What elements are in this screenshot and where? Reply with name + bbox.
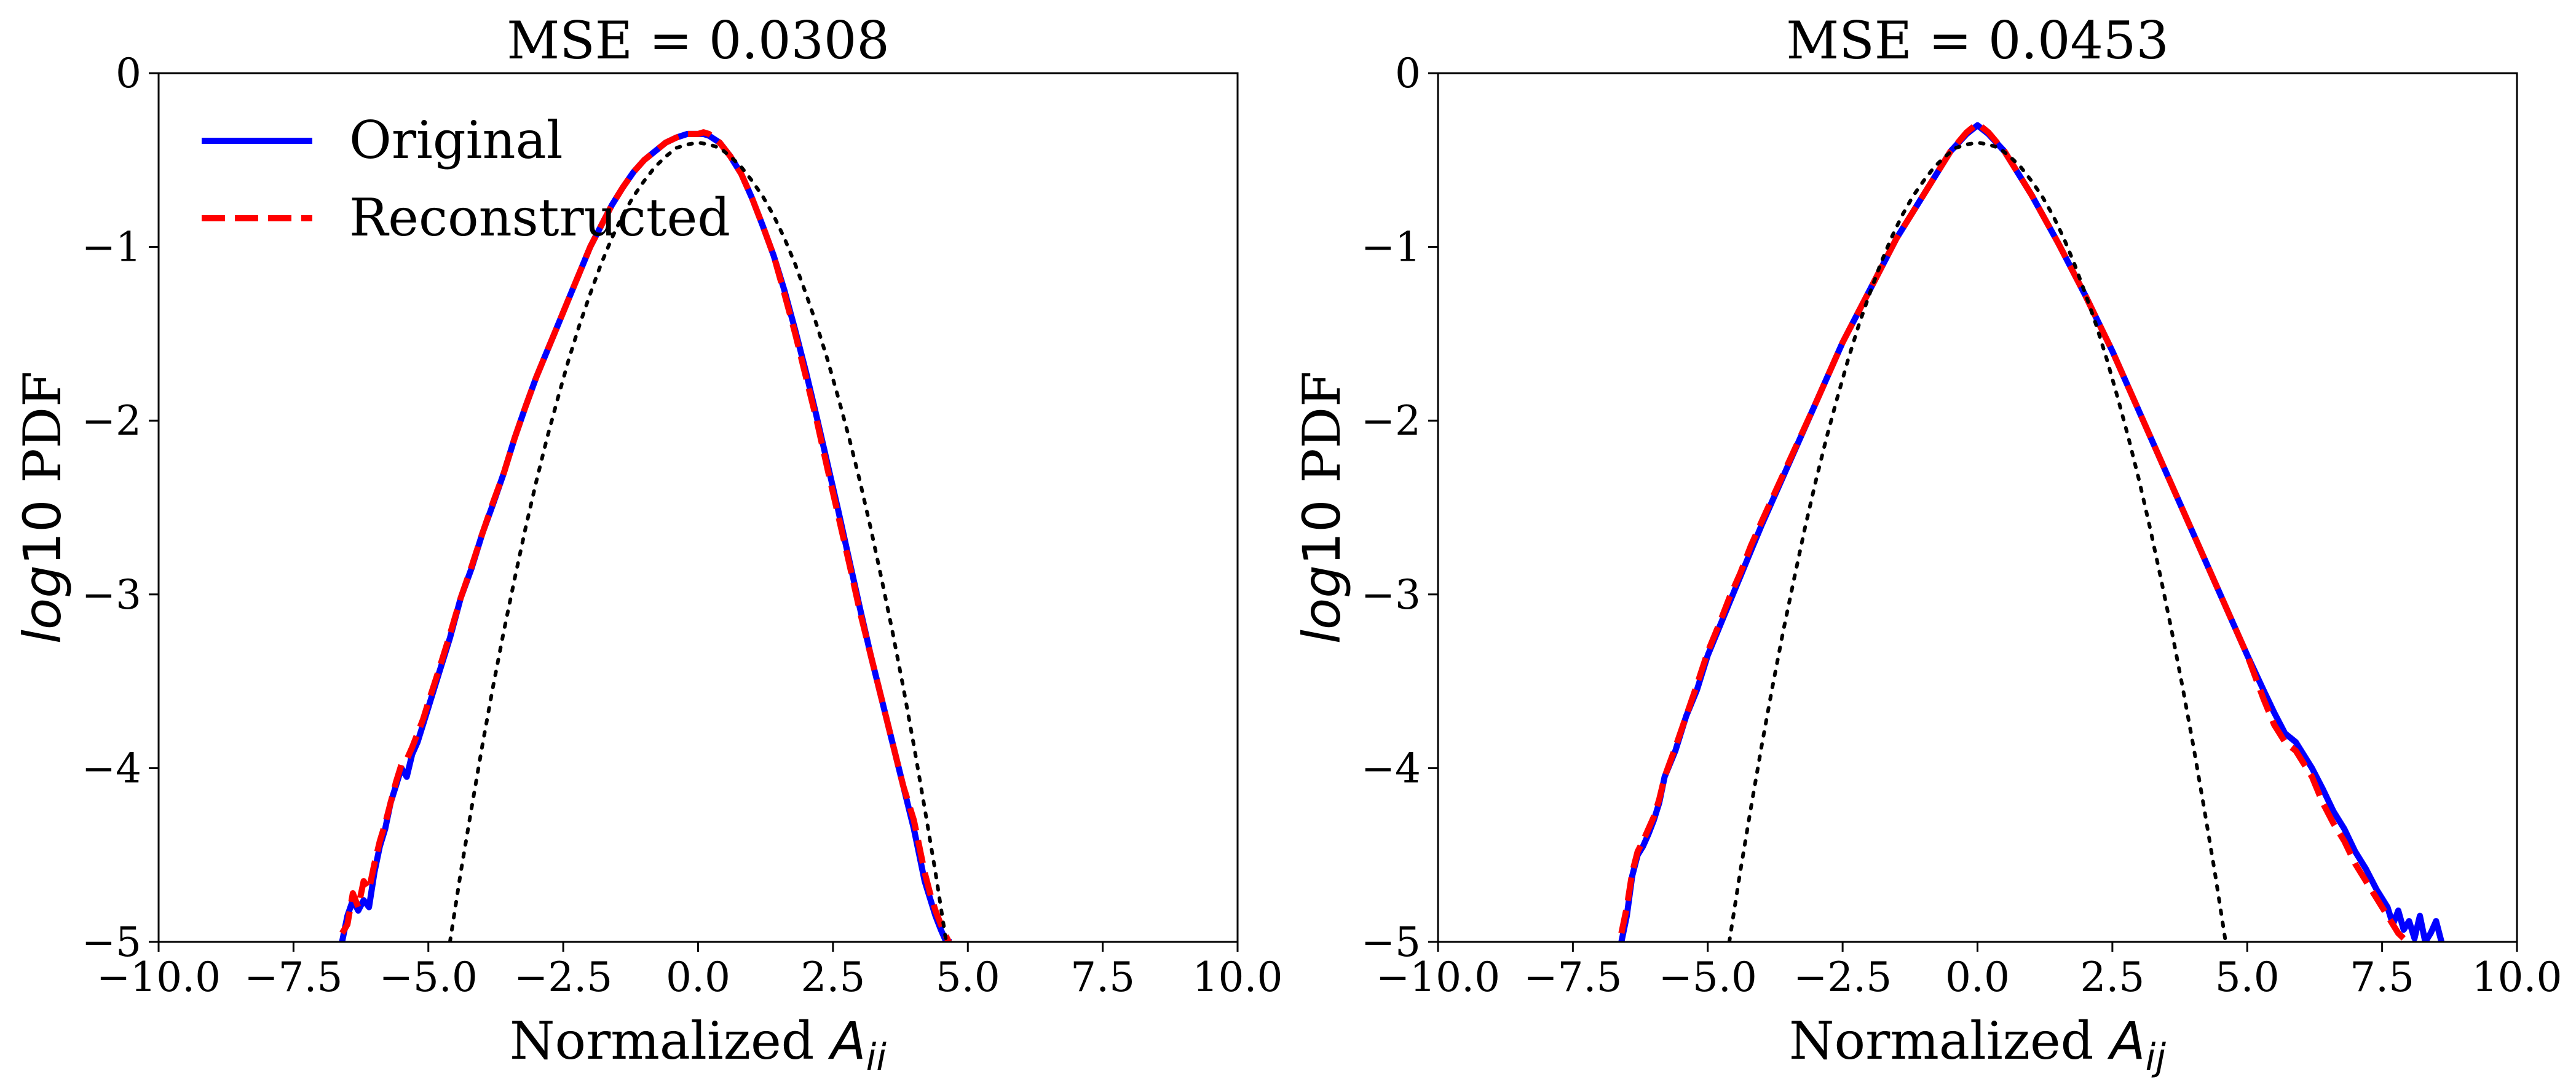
x-tick-label: 0.0 [666, 954, 730, 1001]
y-tick-label: −4 [1361, 745, 1421, 792]
x-tick-label: 2.5 [2080, 954, 2144, 1001]
x-tick-label: −7.5 [244, 954, 342, 1001]
y-axis-label: log10 PDF [1292, 371, 1352, 644]
y-axis-label: log10 PDF [12, 371, 73, 644]
y-tick-label: −1 [82, 224, 141, 271]
x-tick-label: 7.5 [2350, 954, 2414, 1001]
legend-label-original: Original [349, 110, 563, 170]
x-tick-label: 7.5 [1070, 954, 1135, 1001]
x-tick-label: 5.0 [936, 954, 1000, 1001]
legend: Original Reconstructed [202, 110, 730, 248]
x-tick-label: −5.0 [1659, 954, 1757, 1001]
x-axis-label-subscript: ij [2146, 1036, 2167, 1079]
y-tick-label: −5 [82, 919, 141, 966]
x-tick-label: −2.5 [1793, 954, 1892, 1001]
y-tick-label: −3 [82, 571, 141, 619]
y-tick-label: −2 [82, 397, 141, 445]
x-axis-label-symbol: A [828, 1011, 866, 1071]
x-axis-label: Normalized Aij [1789, 1011, 2166, 1079]
chart-title: MSE = 0.0453 [1786, 10, 2169, 71]
y-axis-label-symbol: log [1292, 565, 1352, 644]
y-axis-label-number: 10 [12, 499, 73, 565]
y-tick-label: −1 [1361, 224, 1421, 271]
series-line-reconstructed [1618, 121, 2411, 942]
y-tick-label: −4 [82, 745, 141, 792]
x-tick-label: −2.5 [514, 954, 612, 1001]
series-line-reconstructed [339, 129, 952, 942]
y-axis-label-symbol: log [12, 565, 73, 644]
x-axis-label-text: Normalized [510, 1011, 831, 1071]
chart-title: MSE = 0.0308 [507, 10, 890, 71]
y-axis-label-number: 10 [1292, 499, 1352, 565]
chart-panel-1: −10.0 −7.5 −5.0 −2.5 0.0 2.5 5.0 7.5 10.0 0 −1 −2 −3… [12, 10, 1282, 1079]
y-axis-label-text: PDF [1292, 371, 1352, 500]
x-tick-label: −10.0 [97, 954, 221, 1001]
chart-panel-2: −10.0 −7.5 −5.0 −2.5 0.0 2.5 5.0 7.5 10.0 0 −1 −2 −3… [1292, 10, 2562, 1079]
y-tick-label: 0 [116, 50, 141, 97]
y-axis-label-text: PDF [12, 371, 73, 500]
x-tick-label: 5.0 [2215, 954, 2280, 1001]
y-tick-label: −3 [1361, 571, 1421, 619]
y-tick-label: 0 [1395, 50, 1421, 97]
x-axis-label-text: Normalized [1789, 1011, 2110, 1071]
x-tick-label: 0.0 [1945, 954, 2010, 1001]
x-axis-label: Normalized Aii [510, 1011, 887, 1079]
y-tick-label: −2 [1361, 397, 1421, 445]
x-tick-label: −5.0 [379, 954, 478, 1001]
x-axis-label-symbol: A [2107, 1011, 2145, 1071]
x-tick-label: 10.0 [2472, 954, 2562, 1001]
x-tick-label: −7.5 [1523, 954, 1622, 1001]
x-tick-label: −10.0 [1376, 954, 1500, 1001]
x-axis-label-subscript: ii [866, 1036, 887, 1079]
x-tick-label: 10.0 [1193, 954, 1283, 1001]
legend-label-reconstructed: Reconstructed [349, 188, 730, 248]
y-tick-label: −5 [1361, 919, 1421, 966]
x-tick-label: 2.5 [800, 954, 865, 1001]
